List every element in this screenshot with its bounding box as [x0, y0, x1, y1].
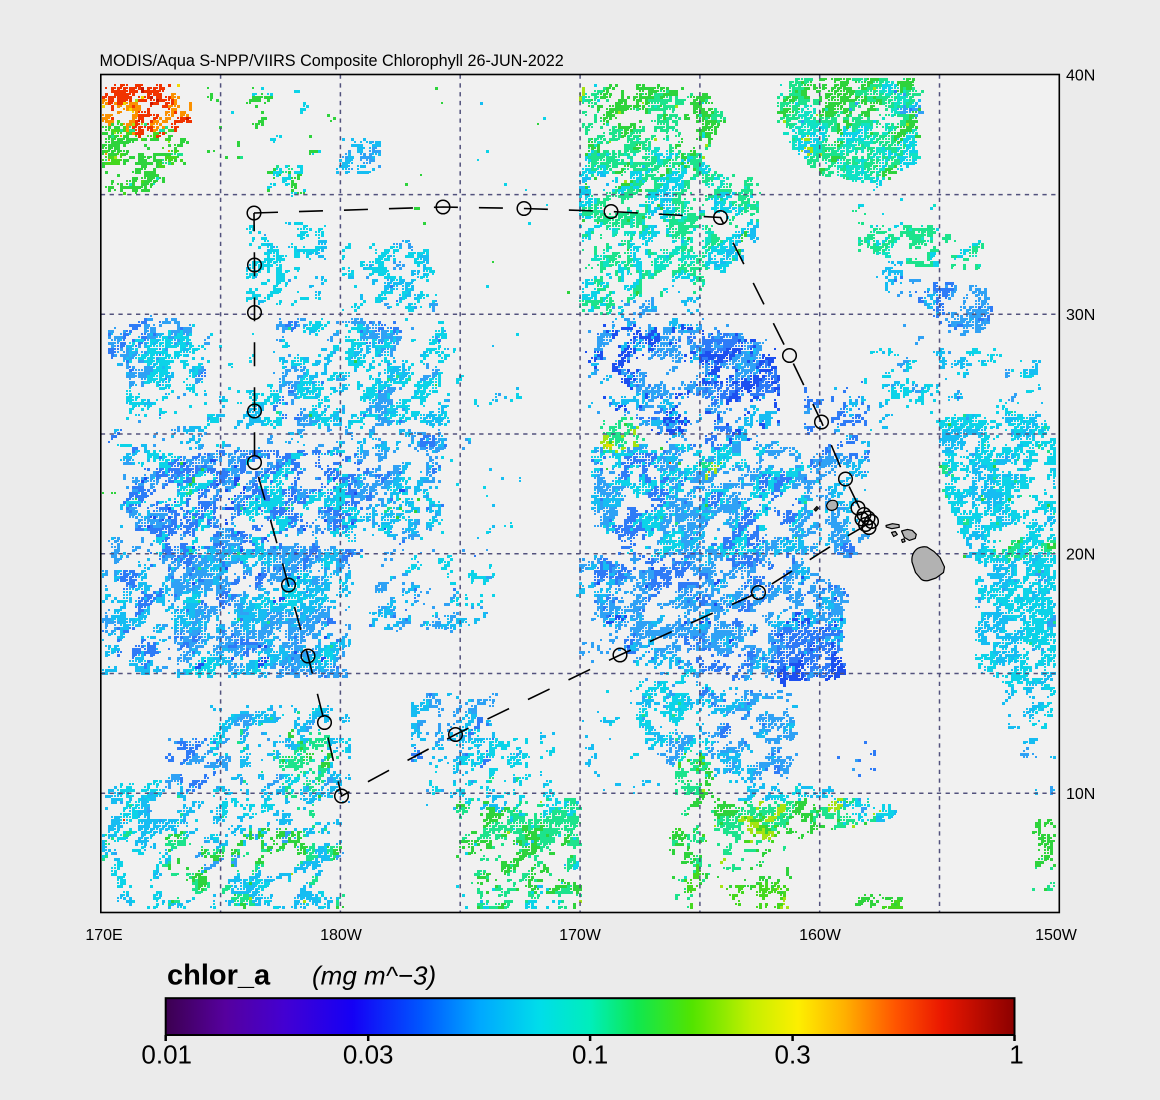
svg-text:160W: 160W [799, 927, 842, 944]
svg-text:20N: 20N [1066, 547, 1095, 564]
svg-text:0.03: 0.03 [343, 1040, 394, 1070]
svg-text:MODIS/Aqua S-NPP/VIIRS Composi: MODIS/Aqua S-NPP/VIIRS Composite Chlorop… [100, 52, 564, 70]
svg-text:40N: 40N [1066, 67, 1095, 84]
svg-text:0.1: 0.1 [572, 1040, 608, 1070]
svg-text:1: 1 [1009, 1040, 1023, 1070]
svg-text:0.3: 0.3 [775, 1040, 811, 1070]
svg-text:170W: 170W [559, 927, 602, 944]
svg-text:10N: 10N [1066, 786, 1095, 803]
svg-text:150W: 150W [1035, 927, 1078, 944]
svg-text:30N: 30N [1066, 307, 1095, 324]
svg-text:170E: 170E [85, 927, 122, 944]
svg-text:0.01: 0.01 [141, 1040, 192, 1070]
svg-text:chlor_a: chlor_a [167, 960, 271, 992]
svg-text:180W: 180W [320, 927, 363, 944]
svg-text:(mg m^−3): (mg m^−3) [312, 961, 436, 991]
